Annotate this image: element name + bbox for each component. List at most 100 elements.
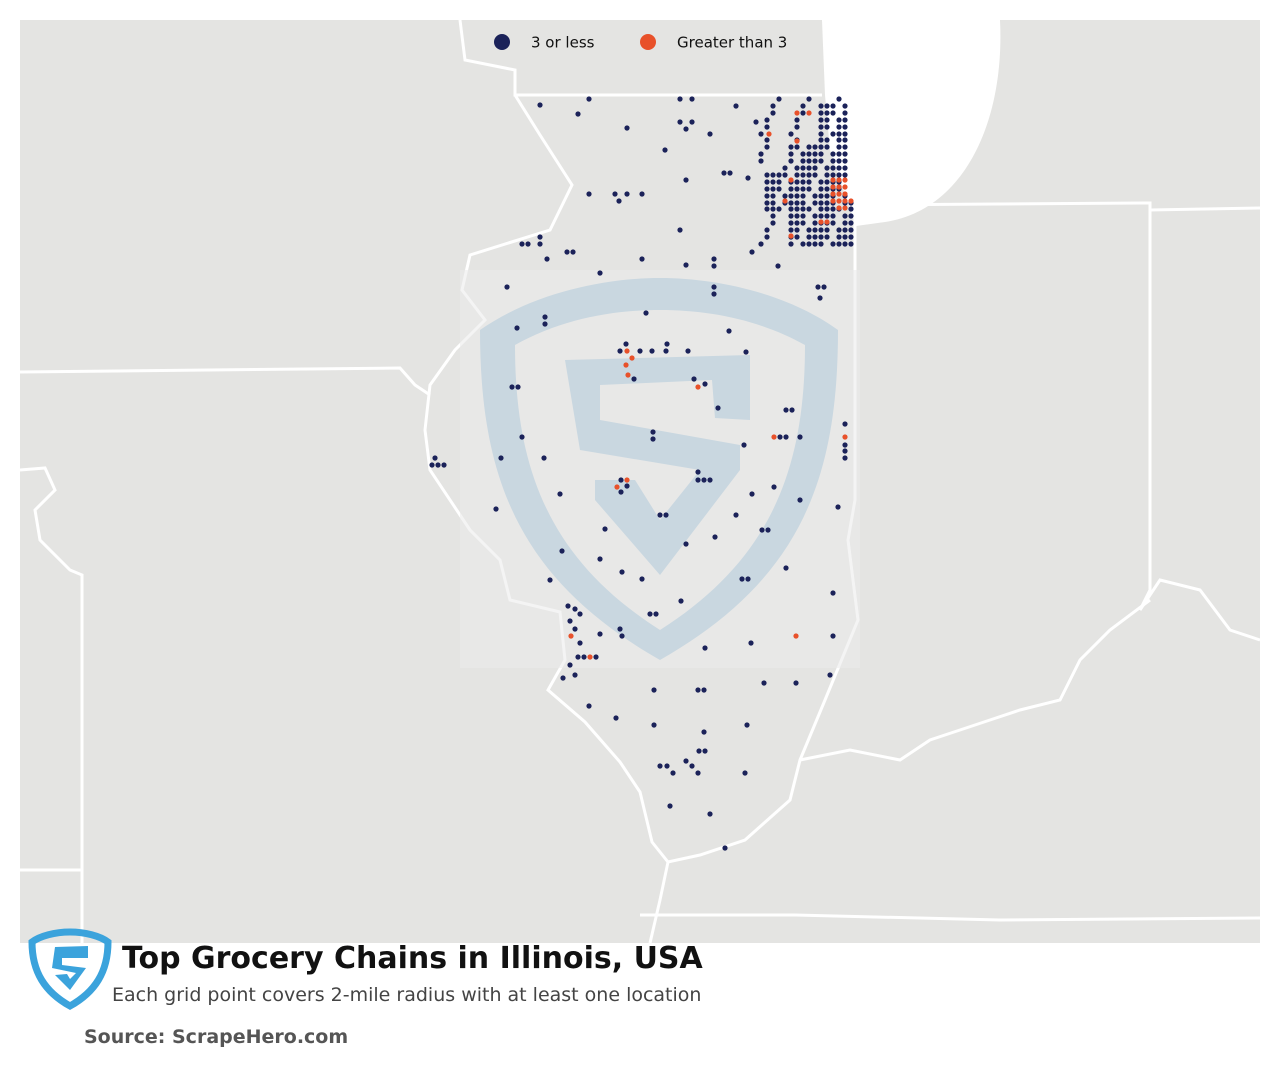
watermark-s xyxy=(565,355,750,575)
location-dot xyxy=(815,284,821,290)
location-dot xyxy=(842,213,848,219)
location-dot xyxy=(830,151,836,157)
location-dot xyxy=(836,177,842,183)
location-dot xyxy=(789,407,795,413)
location-dot xyxy=(776,172,782,178)
location-dot xyxy=(806,144,812,150)
location-dot xyxy=(848,206,854,212)
location-dot xyxy=(830,165,836,171)
location-dot xyxy=(597,556,603,562)
location-dot xyxy=(572,672,578,678)
location-dot xyxy=(651,687,657,693)
location-dot xyxy=(707,811,713,817)
location-dot xyxy=(541,455,547,461)
location-dot xyxy=(782,172,788,178)
location-dot xyxy=(806,227,812,233)
location-dot xyxy=(824,144,830,150)
location-dot xyxy=(824,165,830,171)
location-dot xyxy=(577,640,583,646)
location-dot xyxy=(848,234,854,240)
watermark xyxy=(460,270,860,668)
location-dot xyxy=(836,227,842,233)
location-dot xyxy=(830,184,836,190)
location-dot xyxy=(726,328,732,334)
location-dot xyxy=(848,241,854,247)
location-dot xyxy=(824,213,830,219)
location-dot xyxy=(783,407,789,413)
location-dot xyxy=(794,200,800,206)
location-dot xyxy=(519,434,525,440)
border xyxy=(1138,203,1261,642)
location-dot xyxy=(830,158,836,164)
location-dot xyxy=(842,137,848,143)
location-dot xyxy=(827,672,833,678)
location-dot xyxy=(712,534,718,540)
location-dot xyxy=(794,193,800,199)
location-dot xyxy=(650,436,656,442)
location-dot xyxy=(800,220,806,226)
location-dot xyxy=(830,590,836,596)
location-dot xyxy=(514,325,520,331)
location-dot xyxy=(664,763,670,769)
location-dot xyxy=(758,151,764,157)
location-dot xyxy=(624,191,630,197)
location-dot xyxy=(806,151,812,157)
location-dot xyxy=(643,310,649,316)
location-dot xyxy=(824,227,830,233)
location-dot xyxy=(602,526,608,532)
location-dot xyxy=(764,137,770,143)
location-dot xyxy=(824,172,830,178)
location-dot xyxy=(800,103,806,109)
location-dot xyxy=(824,219,830,225)
location-dot xyxy=(559,548,565,554)
location-dot xyxy=(794,179,800,185)
border xyxy=(19,366,431,397)
location-dot xyxy=(519,241,525,247)
location-dot xyxy=(788,186,794,192)
location-dot xyxy=(593,654,599,660)
location-dot xyxy=(770,186,776,192)
location-dot xyxy=(677,227,683,233)
location-dot xyxy=(707,131,713,137)
location-dot xyxy=(842,177,848,183)
location-dot xyxy=(830,206,836,212)
location-dot xyxy=(764,117,770,123)
location-dot xyxy=(800,193,806,199)
location-dot xyxy=(830,131,836,137)
location-dot xyxy=(689,763,695,769)
location-dot xyxy=(741,442,747,448)
location-dot xyxy=(758,241,764,247)
location-dot xyxy=(842,434,848,440)
location-dot xyxy=(818,137,824,143)
location-dot xyxy=(764,179,770,185)
location-dot xyxy=(794,186,800,192)
location-dot xyxy=(515,384,521,390)
location-dot xyxy=(770,220,776,226)
location-dot xyxy=(806,158,812,164)
location-dot xyxy=(842,184,848,190)
location-dot xyxy=(782,198,788,204)
location-dot xyxy=(800,241,806,247)
location-dot xyxy=(764,144,770,150)
location-dot xyxy=(567,618,573,624)
dots xyxy=(429,96,854,851)
location-dot xyxy=(572,626,578,632)
location-dot xyxy=(800,172,806,178)
location-dot xyxy=(618,489,624,495)
location-dot xyxy=(848,198,854,204)
location-dot xyxy=(830,103,836,109)
location-dot xyxy=(764,124,770,130)
location-dot xyxy=(824,124,830,130)
legend: 3 or less Greater than 3 xyxy=(494,34,787,52)
location-dot xyxy=(557,491,563,497)
logo-s xyxy=(52,946,88,990)
location-dot xyxy=(842,227,848,233)
border xyxy=(799,598,1151,762)
location-dot xyxy=(842,110,848,116)
location-dot xyxy=(842,151,848,157)
location-dot xyxy=(806,165,812,171)
location-dot xyxy=(542,314,548,320)
location-dot xyxy=(800,206,806,212)
location-dot xyxy=(776,206,782,212)
location-dot xyxy=(812,158,818,164)
